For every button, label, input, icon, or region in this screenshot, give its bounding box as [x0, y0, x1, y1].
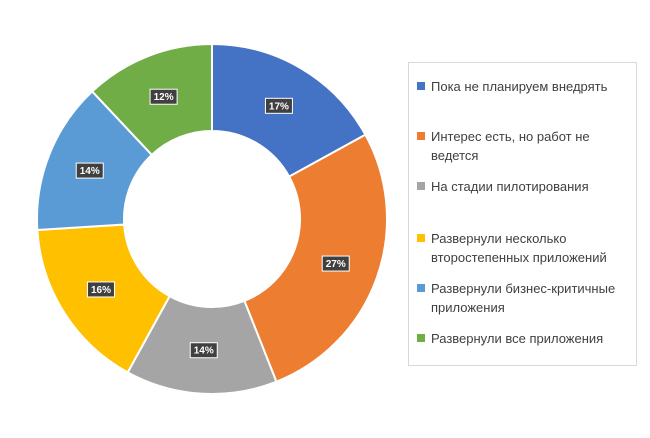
- legend-label: Интерес есть, но работ не: [431, 129, 590, 144]
- legend-label: Развернули бизнес-критичные: [431, 281, 616, 296]
- data-label-text: 14%: [80, 166, 100, 177]
- data-label-box: [189, 342, 218, 359]
- data-label-interest: 27%: [321, 255, 350, 272]
- data-label-box: [149, 88, 178, 105]
- data-label-text: 14%: [194, 346, 214, 357]
- data-label-box: [86, 281, 115, 298]
- data-label-box: [321, 255, 350, 272]
- legend-swatch: [417, 182, 425, 190]
- data-label-text: 17%: [269, 101, 289, 112]
- legend-swatch: [417, 132, 425, 140]
- data-label-text: 16%: [91, 285, 111, 296]
- data-label-box: [264, 97, 293, 114]
- data-label-box: [75, 162, 104, 179]
- legend-label: ведется: [431, 148, 479, 163]
- legend-label: На стадии пилотирования: [431, 179, 589, 194]
- legend-item-all-apps: Развернули все приложения: [417, 329, 632, 348]
- legend-item-secondary-apps: Развернули несколько второстепенных прил…: [417, 229, 632, 267]
- legend: Пока не планируем внедрять Интерес есть,…: [408, 62, 637, 366]
- legend-label: Развернули несколько: [431, 231, 567, 246]
- legend-item-critical-apps: Развернули бизнес-критичные приложения: [417, 279, 632, 317]
- legend-item-interest: Интерес есть, но работ не ведется: [417, 127, 632, 165]
- legend-swatch: [417, 334, 425, 342]
- legend-label: второстепенных приложений: [431, 250, 607, 265]
- legend-swatch: [417, 234, 425, 242]
- data-label-text: 27%: [326, 259, 346, 270]
- slice-interest: [243, 133, 388, 384]
- legend-item-pilot: На стадии пилотирования: [417, 177, 632, 196]
- data-label-critical-apps: 14%: [75, 162, 104, 179]
- legend-label: приложения: [431, 300, 505, 315]
- data-label-secondary-apps: 16%: [86, 281, 115, 298]
- data-label-text: 12%: [154, 92, 174, 103]
- legend-label: Развернули все приложения: [431, 331, 604, 346]
- data-label-pilot: 14%: [189, 342, 218, 359]
- data-label-not-planning: 17%: [264, 97, 293, 114]
- data-label-all-apps: 12%: [149, 88, 178, 105]
- legend-swatch: [417, 82, 425, 90]
- legend-item-not-planning: Пока не планируем внедрять: [417, 77, 632, 96]
- legend-label: Пока не планируем внедрять: [431, 79, 608, 94]
- legend-swatch: [417, 284, 425, 292]
